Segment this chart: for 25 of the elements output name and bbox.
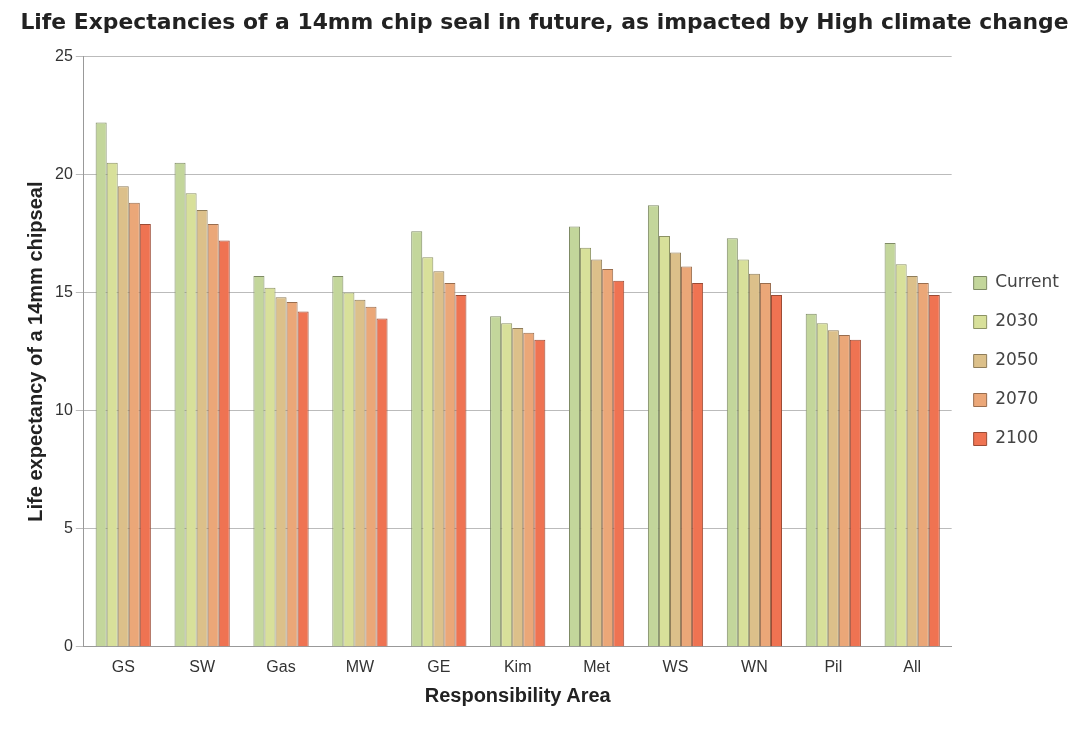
legend-label: 2070 <box>995 388 1039 409</box>
x-tick-label: Kim <box>503 657 532 675</box>
y-tick-label: 0 <box>63 637 73 655</box>
legend-label: 2050 <box>995 349 1039 370</box>
x-axis-title: Responsibility Area <box>424 683 612 706</box>
x-tick-label: GS <box>111 657 135 675</box>
x-tick-label: WS <box>662 657 689 675</box>
x-tick-label: All <box>903 657 922 675</box>
x-tick-label: Met <box>583 657 611 675</box>
legend-label: Current <box>995 271 1060 292</box>
y-axis-title: Life expectancy of a 14mm chipseal <box>23 181 46 522</box>
y-tick-label: 5 <box>63 519 73 537</box>
x-tick-label: Pil <box>824 657 843 675</box>
x-tick-label: SW <box>189 657 216 675</box>
chart-title: Life Expectancies of a 14mm chip seal in future, as impacted by High climate change <box>20 8 1069 34</box>
x-tick-label: GE <box>427 657 451 675</box>
y-tick-label: 10 <box>55 401 73 419</box>
legend-label: 2030 <box>995 310 1039 331</box>
y-tick-label: 25 <box>55 46 73 64</box>
x-tick-label: WN <box>741 657 768 675</box>
y-tick-label: 20 <box>55 164 73 182</box>
x-tick-label: Gas <box>266 657 296 675</box>
x-tick-label: MW <box>345 657 376 675</box>
legend-label: 2100 <box>995 427 1039 448</box>
y-tick-label: 15 <box>55 282 73 300</box>
